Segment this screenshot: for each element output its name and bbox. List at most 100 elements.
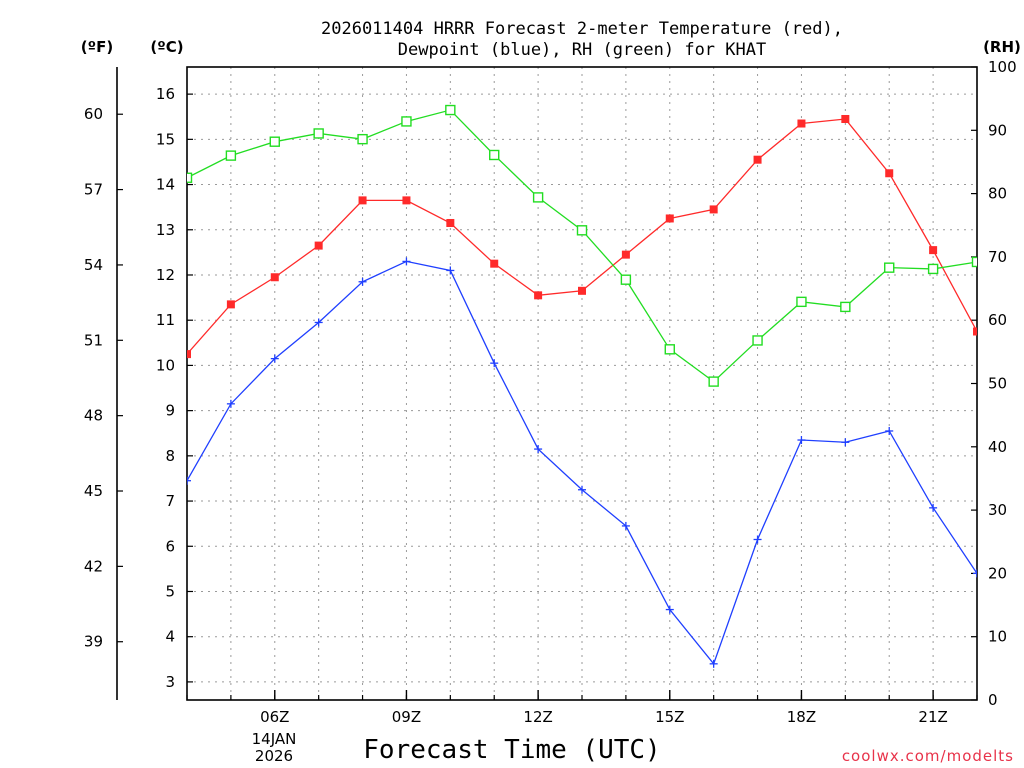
- rh-tick-label: 100: [988, 58, 1017, 76]
- dewpoint-point: [709, 659, 718, 668]
- fahrenheit-tick-label: 48: [84, 407, 103, 425]
- celsius-tick-label: 13: [156, 221, 175, 239]
- rh-point: [489, 149, 500, 161]
- dewpoint-point: [929, 503, 938, 512]
- celsius-tick-label: 10: [156, 356, 175, 374]
- dewpoint-point: [841, 438, 850, 447]
- temperature-point: [709, 205, 718, 214]
- celsius-tick-label: 15: [156, 130, 175, 148]
- celsius-tick-label: 14: [156, 176, 175, 194]
- temperature-point: [314, 241, 323, 250]
- rh-tick-label: 10: [988, 628, 1007, 646]
- rh-point: [225, 150, 237, 161]
- temperature-point: [753, 155, 762, 164]
- dewpoint-line: [187, 260, 977, 666]
- chart-title-line2: Dewpoint (blue), RH (green) for KHAT: [398, 40, 766, 60]
- rh-point: [532, 192, 544, 203]
- celsius-tick-label: 8: [165, 447, 175, 465]
- temperature-point: [929, 246, 938, 255]
- series-temperature: [187, 114, 977, 359]
- fahrenheit-tick-label: 57: [84, 181, 103, 199]
- temperature-point: [358, 196, 367, 205]
- rh-tick-label: 90: [988, 121, 1007, 139]
- celsius-tick-label: 9: [165, 402, 175, 420]
- fahrenheit-tick-label: 54: [84, 256, 103, 274]
- celsius-unit-label: (ºC): [150, 38, 183, 56]
- celsius-tick-label: 7: [165, 492, 175, 510]
- credit-link[interactable]: coolwx.com/modelts: [842, 747, 1014, 765]
- dewpoint-point: [358, 277, 367, 286]
- dewpoint-point: [446, 266, 455, 275]
- x-tick-label: 12Z: [523, 708, 552, 726]
- x-date-line2: 2026: [255, 747, 293, 765]
- rh-point: [187, 172, 193, 183]
- rh-tick-label: 20: [988, 564, 1007, 582]
- x-tick-label: 15Z: [655, 708, 684, 726]
- dewpoint-point: [973, 569, 977, 578]
- rh-point: [401, 116, 412, 127]
- temperature-point: [578, 286, 586, 295]
- temperature-point: [226, 300, 235, 309]
- dewpoint-point: [534, 445, 543, 454]
- rh-point: [840, 301, 851, 313]
- dewpoint-point: [270, 354, 279, 363]
- fahrenheit-unit-label: (ºF): [81, 38, 113, 56]
- rh-point: [796, 296, 807, 308]
- dewpoint-point: [665, 605, 674, 614]
- x-tick-label: 09Z: [392, 708, 421, 726]
- temperature-point: [973, 327, 977, 336]
- series-rh: [187, 104, 977, 387]
- rh-unit-label: (RH): [983, 38, 1021, 56]
- temperature-point: [841, 114, 850, 123]
- rh-point: [752, 335, 763, 346]
- rh-point: [313, 128, 324, 139]
- celsius-tick-label: 16: [156, 85, 175, 103]
- temperature-point: [534, 291, 543, 300]
- rh-point: [269, 136, 280, 147]
- celsius-tick-label: 4: [165, 628, 175, 646]
- grid-lines: [187, 67, 977, 700]
- dewpoint-point: [621, 521, 630, 530]
- fahrenheit-tick-label: 45: [84, 482, 103, 500]
- rh-point: [357, 133, 368, 145]
- celsius-tick-label: 5: [165, 582, 175, 600]
- fahrenheit-tick-label: 60: [84, 105, 103, 123]
- x-date-line1: 14JAN: [252, 730, 297, 748]
- rh-point: [664, 344, 675, 355]
- rh-point: [884, 262, 895, 273]
- x-tick-label: 06Z: [260, 708, 289, 726]
- fahrenheit-tick-label: 39: [84, 633, 103, 651]
- temperature-point: [402, 196, 411, 205]
- celsius-tick-label: 3: [165, 673, 175, 691]
- temperature-point: [885, 169, 894, 178]
- series-layer: [187, 104, 977, 668]
- rh-tick-label: 70: [988, 248, 1007, 266]
- rh-point: [576, 225, 588, 236]
- x-tick-label: 18Z: [787, 708, 816, 726]
- rh-point: [971, 256, 977, 268]
- rh-tick-label: 40: [988, 438, 1007, 456]
- dewpoint-point: [578, 485, 586, 494]
- temperature-point: [797, 119, 806, 128]
- temperature-point: [446, 218, 455, 227]
- celsius-tick-label: 11: [156, 311, 175, 329]
- x-tick-label: 21Z: [918, 708, 947, 726]
- rh-tick-label: 80: [988, 185, 1007, 203]
- temperature-point: [621, 250, 630, 259]
- temperature-point: [187, 350, 191, 359]
- series-dewpoint: [187, 257, 977, 668]
- rh-tick-label: 0: [988, 691, 998, 709]
- dewpoint-point: [797, 436, 806, 445]
- dewpoint-point: [753, 535, 762, 544]
- chart-title-line1: 2026011404 HRRR Forecast 2-meter Tempera…: [321, 19, 843, 39]
- rh-point: [620, 274, 632, 285]
- rh-point: [445, 104, 456, 116]
- temperature-point: [270, 273, 279, 282]
- x-axis-title: Forecast Time (UTC): [363, 735, 660, 765]
- temperature-point: [665, 214, 674, 223]
- dewpoint-point: [885, 426, 894, 435]
- dewpoint-point: [314, 318, 323, 327]
- temperature-point: [490, 259, 499, 268]
